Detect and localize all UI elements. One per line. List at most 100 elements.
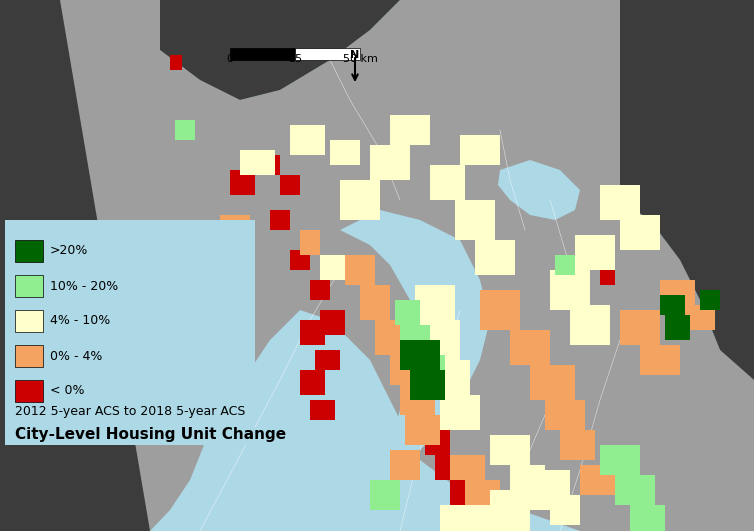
Polygon shape [415, 355, 445, 385]
Polygon shape [260, 155, 280, 175]
Polygon shape [620, 215, 660, 250]
Polygon shape [615, 475, 655, 505]
Polygon shape [400, 325, 430, 355]
Polygon shape [430, 165, 465, 200]
Polygon shape [460, 135, 500, 165]
Polygon shape [410, 370, 445, 400]
Polygon shape [700, 290, 720, 310]
Polygon shape [620, 310, 660, 345]
Polygon shape [230, 170, 255, 195]
Polygon shape [390, 450, 420, 480]
Text: City-Level Housing Unit Change: City-Level Housing Unit Change [15, 427, 286, 442]
Polygon shape [490, 435, 530, 465]
Polygon shape [360, 285, 390, 320]
Polygon shape [0, 0, 400, 531]
Text: >20%: >20% [50, 244, 88, 258]
Bar [15, 310, 43, 332]
Polygon shape [340, 180, 380, 220]
Polygon shape [240, 150, 275, 175]
Polygon shape [280, 175, 300, 195]
Polygon shape [425, 430, 450, 455]
Bar [15, 380, 43, 402]
Polygon shape [600, 185, 640, 220]
Text: 2012 5-year ACS to 2018 5-year ACS: 2012 5-year ACS to 2018 5-year ACS [15, 405, 245, 418]
Polygon shape [440, 405, 465, 430]
Polygon shape [630, 505, 665, 531]
Polygon shape [290, 125, 325, 155]
Bar [15, 240, 43, 262]
Polygon shape [390, 115, 430, 145]
Polygon shape [420, 320, 460, 360]
Polygon shape [680, 305, 715, 330]
Polygon shape [310, 400, 335, 420]
Polygon shape [315, 350, 340, 370]
FancyBboxPatch shape [5, 220, 255, 445]
Polygon shape [60, 0, 754, 531]
Polygon shape [330, 140, 360, 165]
Polygon shape [450, 480, 475, 505]
Polygon shape [510, 330, 550, 365]
Polygon shape [400, 385, 435, 415]
Polygon shape [490, 490, 530, 531]
Polygon shape [370, 480, 400, 510]
Polygon shape [665, 315, 690, 340]
Polygon shape [555, 255, 575, 275]
Text: N: N [351, 50, 360, 60]
Polygon shape [575, 235, 615, 270]
Polygon shape [290, 250, 310, 270]
Polygon shape [340, 210, 490, 460]
Polygon shape [455, 200, 495, 240]
Polygon shape [270, 210, 290, 230]
Polygon shape [530, 365, 575, 400]
Bar [15, 345, 43, 367]
Polygon shape [375, 320, 410, 355]
Polygon shape [580, 465, 620, 495]
Polygon shape [450, 455, 485, 480]
Polygon shape [415, 285, 455, 320]
Polygon shape [475, 240, 515, 275]
Polygon shape [550, 270, 590, 310]
Polygon shape [435, 455, 460, 480]
Polygon shape [660, 280, 695, 305]
Polygon shape [320, 255, 345, 280]
Polygon shape [480, 290, 520, 330]
Polygon shape [175, 120, 195, 140]
Polygon shape [660, 295, 685, 315]
Text: 0: 0 [226, 54, 234, 64]
Polygon shape [430, 360, 470, 395]
Polygon shape [170, 55, 182, 70]
Polygon shape [570, 305, 610, 345]
Text: 4% - 10%: 4% - 10% [50, 314, 110, 328]
Polygon shape [345, 255, 375, 285]
Polygon shape [600, 270, 615, 285]
Polygon shape [550, 495, 580, 525]
Polygon shape [300, 370, 325, 395]
Polygon shape [300, 320, 325, 345]
Bar [15, 275, 43, 297]
Polygon shape [640, 345, 680, 375]
Polygon shape [460, 505, 480, 525]
Bar [295, 48, 360, 60]
Polygon shape [405, 415, 440, 445]
Polygon shape [510, 465, 545, 495]
Polygon shape [400, 340, 440, 370]
Text: 50 km: 50 km [342, 54, 378, 64]
Polygon shape [310, 280, 330, 300]
Polygon shape [440, 505, 490, 531]
Text: < 0%: < 0% [50, 384, 84, 398]
Polygon shape [370, 145, 410, 180]
Polygon shape [320, 310, 345, 335]
Polygon shape [300, 230, 320, 255]
Polygon shape [530, 470, 570, 510]
Text: 25: 25 [288, 54, 302, 64]
Polygon shape [220, 215, 250, 240]
Polygon shape [395, 300, 420, 325]
Polygon shape [600, 445, 640, 475]
Polygon shape [498, 160, 580, 220]
Polygon shape [390, 355, 420, 385]
Polygon shape [620, 0, 754, 380]
Polygon shape [465, 480, 500, 510]
Text: 10% - 20%: 10% - 20% [50, 279, 118, 293]
Bar [230, 48, 295, 60]
Polygon shape [545, 400, 585, 430]
